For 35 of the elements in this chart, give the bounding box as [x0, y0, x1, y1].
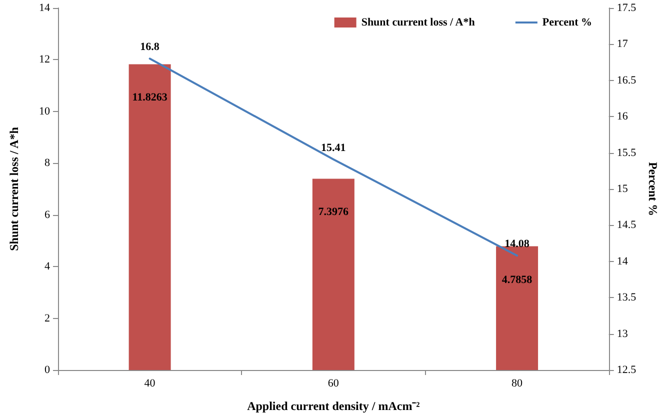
- y2-tick-label: 14: [616, 255, 628, 268]
- y2-tick-label: 14.5: [616, 219, 637, 232]
- y-tick-label: 2: [44, 312, 50, 324]
- y2-tick-label: 13.5: [616, 292, 637, 304]
- y-tick-label: 0: [44, 364, 50, 376]
- y-tick-label: 8: [44, 157, 50, 170]
- y2-tick-label: 13: [616, 328, 628, 340]
- y2-tick-label: 12.5: [616, 364, 637, 376]
- y-tick-label: 14: [39, 2, 50, 14]
- y2-tick-label: 16: [616, 110, 628, 123]
- data-label: 11.8263: [132, 92, 168, 104]
- data-label: 16.8: [140, 41, 160, 54]
- y2-tick-label: 17: [616, 38, 628, 50]
- y2-tick-label: 15.5: [616, 146, 637, 159]
- y-tick-label: 6: [44, 208, 50, 221]
- y-tick-label: 12: [39, 54, 50, 66]
- y2-tick-label: 17.5: [616, 2, 637, 14]
- y-axis-title: Shunt current loss / A*h: [7, 126, 21, 251]
- y-tick-label: 4: [44, 260, 50, 273]
- x-tick-label: 80: [512, 378, 524, 390]
- legend-label: Percent %: [542, 16, 592, 28]
- x-axis-title: Applied current density / mAcm⁻²: [247, 399, 420, 413]
- data-label: 15.41: [321, 142, 346, 154]
- x-tick-label: 60: [328, 378, 340, 390]
- y2-tick-label: 16.5: [616, 74, 637, 86]
- data-label: 4.7858: [502, 274, 533, 286]
- bar: [128, 64, 171, 370]
- y-tick-label: 10: [39, 105, 50, 118]
- x-tick-label: 40: [144, 378, 156, 390]
- legend-label: Shunt current loss / A*h: [361, 16, 475, 28]
- y2-tick-label: 15: [616, 183, 628, 195]
- bar: [496, 246, 538, 370]
- data-label: 7.3976: [318, 206, 350, 218]
- bar: [312, 178, 354, 370]
- y2-axis-title: Percent %: [646, 162, 660, 216]
